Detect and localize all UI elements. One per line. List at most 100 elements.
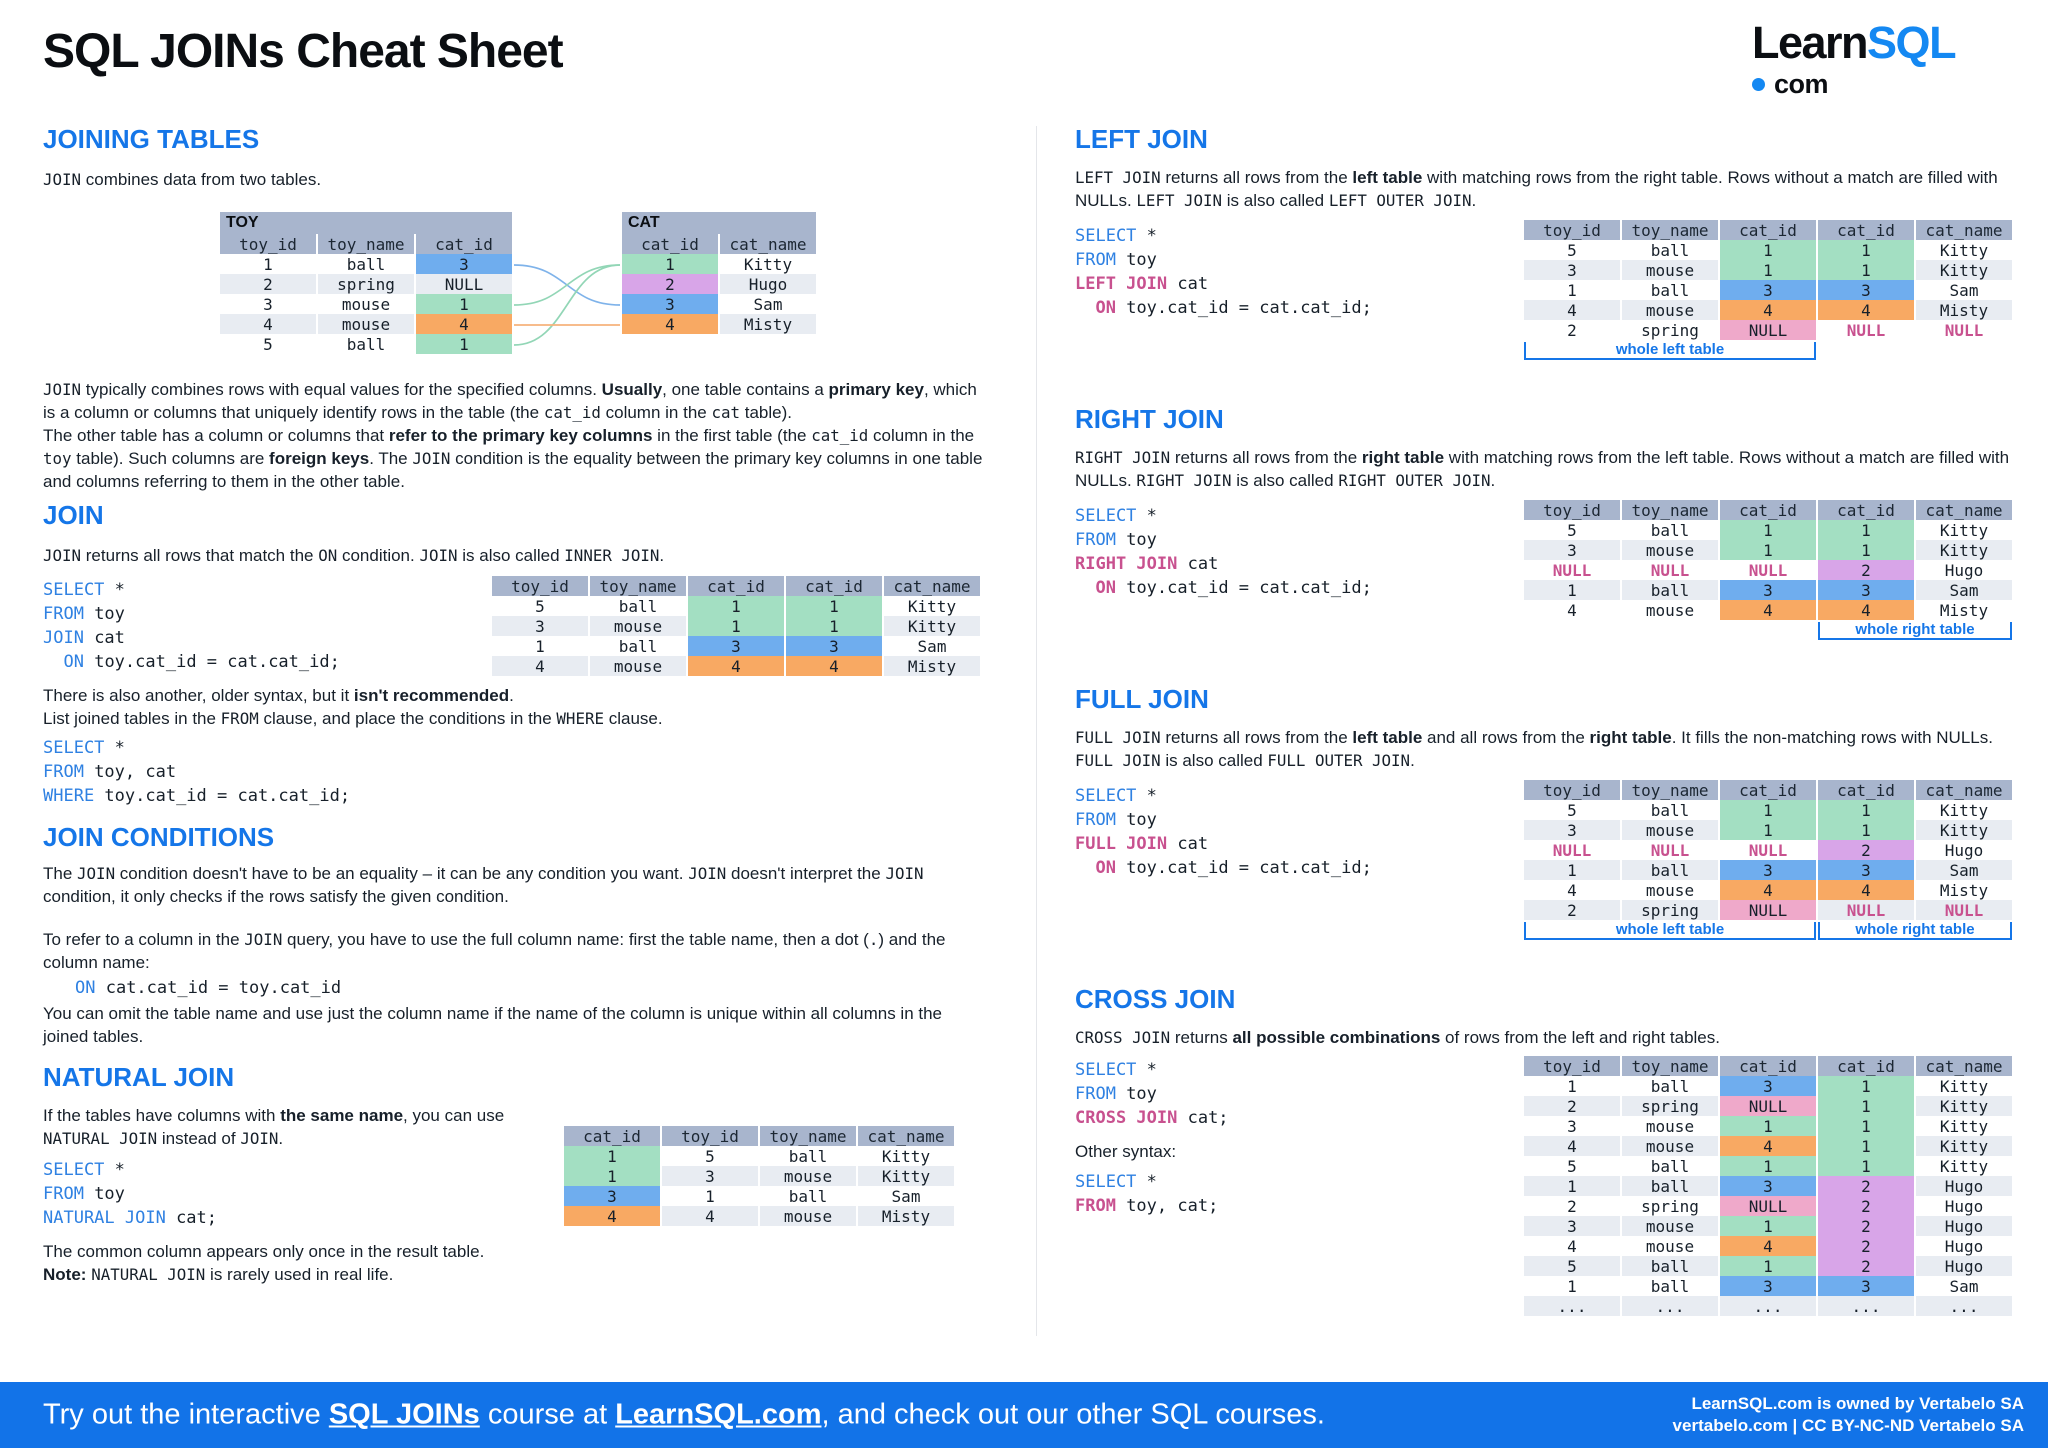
table-header-cell: cat_id <box>1818 1056 1914 1076</box>
table-header-cell: cat_id <box>1818 500 1914 520</box>
table-row: 4 mouse 4 4 Misty <box>1524 600 2012 620</box>
table-cell: Misty <box>858 1206 954 1226</box>
table-cell: ball <box>618 636 658 656</box>
code-line: ON toy.cat_id = cat.cat_id; <box>1095 578 1372 598</box>
table-cell: 4 <box>1524 300 1620 320</box>
left-join-result-table: toy_id toy_name cat_id cat_id cat_name 5 ball 1… <box>1522 220 2014 366</box>
table-row: 1 ball 3 <box>220 254 512 274</box>
table-cell: 4 <box>1720 1136 1816 1156</box>
table-cell: 3 <box>1818 280 1914 300</box>
table-cell: 5 <box>1524 1256 1620 1276</box>
table-row: 4 mouse 4 4 Misty <box>1524 880 2012 900</box>
table-cell: spring <box>1622 900 1718 920</box>
table-cell: 4 <box>1567 1236 1577 1256</box>
table-cell: 3 <box>1720 580 1816 600</box>
table-cell: 3 <box>492 616 588 636</box>
code-line: SELECT * <box>1075 1060 1157 1080</box>
cross-join-other-syntax-label: Other syntax: <box>1075 1142 1177 1161</box>
table-cell: Hugo <box>1916 1256 2012 1276</box>
table-cell: ... <box>1818 1296 1914 1316</box>
code-line: FROM toy, cat <box>43 762 177 782</box>
table-header-cell: toy_name <box>1622 780 1718 800</box>
table-cell: 1 <box>1720 540 1816 560</box>
footer-link[interactable]: LearnSQL.com <box>615 1398 822 1431</box>
data-table: toy_id toy_name cat_id cat_id cat_name 5 ball 1… <box>490 576 982 676</box>
code-line: FULL JOIN cat <box>1075 834 1209 854</box>
table-cell: Kitty <box>743 254 793 274</box>
table-cell: NULL <box>1552 840 1592 860</box>
table-cell: 4 <box>1524 1136 1620 1156</box>
table-header-cell: cat_name <box>884 576 980 596</box>
table-cell: spring <box>1641 1196 1699 1216</box>
join-older-code: SELECT * FROM toy, cat WHERE toy.cat_id = … <box>43 736 350 808</box>
table-row: 2 Hugo <box>622 274 816 294</box>
table-cell: 3 <box>1524 820 1620 840</box>
table-cell: ball <box>1650 1276 1690 1296</box>
section-heading-join-conditions: JOIN CONDITIONS <box>43 822 275 852</box>
table-cell: ball <box>1650 280 1690 300</box>
table-cell: 1 <box>1720 800 1816 820</box>
code-line: ON toy.cat_id = cat.cat_id; <box>1095 858 1372 878</box>
footer-credit: LearnSQL.com is owned by Vertabelo SA ve… <box>1673 1393 2024 1437</box>
table-header-cell: cat_id <box>622 234 718 254</box>
table-cell: mouse <box>1645 880 1695 900</box>
table-cell: NULL <box>416 274 512 294</box>
footer-credit-line1: LearnSQL.com is owned by Vertabelo SA <box>1691 1394 2024 1413</box>
table-cell: 3 <box>1720 1176 1816 1196</box>
table-cell: 4 <box>786 656 882 676</box>
table-cell: 5 <box>1567 1156 1577 1176</box>
join-lines-svg <box>514 264 620 346</box>
code-line: FROM toy <box>43 1184 125 1204</box>
table-row: 1 ball 3 3 Sam <box>1524 860 2012 880</box>
table-cell: NULL <box>1720 1096 1816 1116</box>
table-cell: 2 <box>622 274 718 294</box>
table-cell: 1 <box>1524 580 1620 600</box>
table-cell: 1 <box>416 334 512 354</box>
code-line: RIGHT JOIN cat <box>1075 554 1219 574</box>
data-table: toy_id toy_name cat_id cat_id cat_name 5 ball 1… <box>1522 780 2014 920</box>
table-row: 1 3 mouse Kitty <box>564 1166 954 1186</box>
table-header-cell: toy_id <box>492 576 588 596</box>
table-header-cell: cat_name <box>1916 220 2012 240</box>
table-cell: Kitty <box>881 1146 931 1166</box>
footer-link[interactable]: SQL JOINs <box>328 1398 480 1431</box>
table-cell: 1 <box>1567 1076 1577 1096</box>
table-row: 4 4 mouse Misty <box>564 1206 954 1226</box>
table-cell: 2 <box>1524 900 1620 920</box>
table-cell: 3 <box>1720 280 1816 300</box>
table-cell: 1 <box>1818 1076 1914 1096</box>
table-cell: Hugo <box>1944 560 1984 580</box>
section-heading-join: JOIN <box>43 500 104 530</box>
table-cell: 1 <box>622 254 718 274</box>
table-header-cell: toy_name <box>1622 500 1718 520</box>
table-cell: 1 <box>416 294 512 314</box>
table-cell: 2 <box>1818 1256 1914 1276</box>
table-cell: 2 <box>1524 1096 1620 1116</box>
table-cell: 2 <box>1818 560 1914 580</box>
table-cell: 1 <box>688 616 784 636</box>
table-cell: Sam <box>1949 1276 1979 1296</box>
table-cell: 1 <box>1567 280 1577 300</box>
code-line: CROSS JOIN cat; <box>1075 1108 1229 1128</box>
table-cell: 1 <box>1818 1096 1914 1116</box>
table-cell: ... <box>1524 1296 1620 1316</box>
footer-bar: Try out the interactive SQL JOINs course… <box>0 1382 2048 1448</box>
table-bracket: whole right table <box>1818 922 2012 940</box>
table-row: NULL NULL NULL 2 Hugo <box>1524 560 2012 580</box>
section-heading-full-join: FULL JOIN <box>1075 684 1209 714</box>
table-row: 5 ball 1 1 Kitty <box>1524 240 2012 260</box>
table-cell: Hugo <box>1916 1176 2012 1196</box>
table-cell: 1 <box>1720 1156 1816 1176</box>
logo-learn-text: Learn <box>1752 17 1869 68</box>
table-cell: Kitty <box>1939 240 1989 260</box>
table-header-cell: toy_id <box>1524 1056 1620 1076</box>
table-cell: Sam <box>1916 860 2012 880</box>
table-cell: NULL <box>1944 320 1984 340</box>
table-cell: 3 <box>1720 1276 1816 1296</box>
table-row: ............... <box>1524 1296 2012 1316</box>
table-cell: ball <box>618 596 658 616</box>
code-line: SELECT * <box>1075 506 1157 526</box>
table-cell: 5 <box>535 596 545 616</box>
table-cell: Hugo <box>1944 1196 1984 1216</box>
table-cell: 3 <box>564 1186 660 1206</box>
